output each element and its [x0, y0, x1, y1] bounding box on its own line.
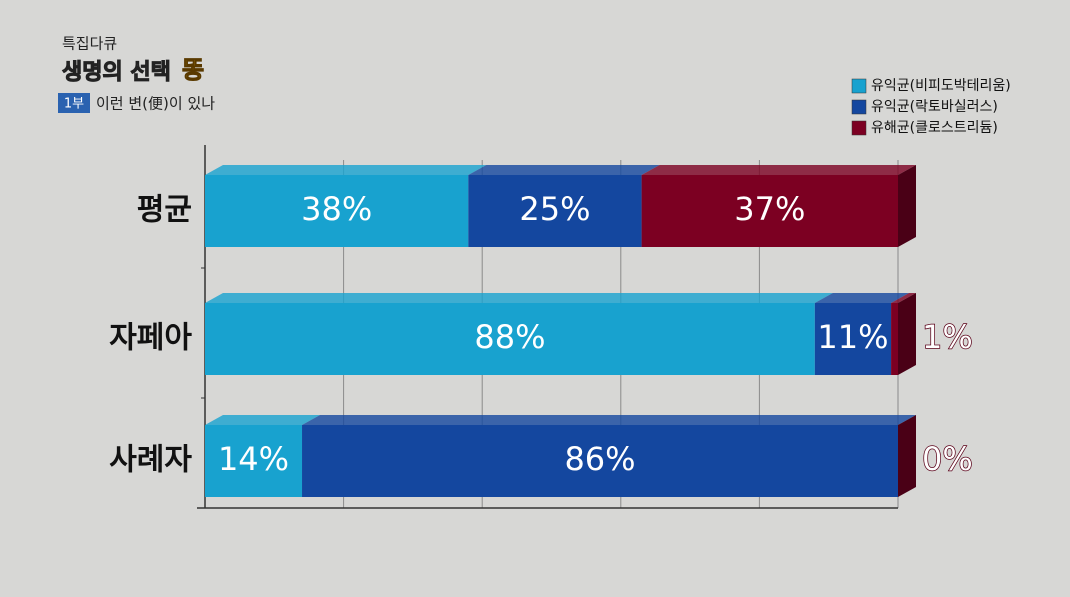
bar-top-face	[814, 293, 910, 303]
value-label: 11%	[817, 318, 888, 356]
legend-swatch	[851, 78, 867, 94]
episode-title: 이런 변(便)이 있나	[96, 95, 215, 113]
bar-segment	[641, 175, 898, 247]
bar-segment	[814, 303, 892, 375]
bar-top-face	[468, 165, 660, 175]
bar-segment	[468, 175, 642, 247]
category-label: 자페아	[109, 321, 192, 356]
bar-side-face	[898, 293, 916, 375]
bar-side-face	[898, 165, 916, 247]
bar-top-face	[205, 165, 487, 175]
bar-top-face	[302, 415, 916, 425]
value-label: 38%	[301, 190, 372, 228]
value-label: 0%	[922, 440, 973, 478]
bar-segment	[302, 425, 898, 497]
bar-top-face	[205, 293, 833, 303]
bar-segment	[205, 425, 303, 497]
bar-top-face	[205, 415, 321, 425]
legend-swatch	[851, 99, 867, 115]
bar-segment	[891, 303, 898, 375]
legend-swatch	[851, 120, 867, 136]
episode-badge	[58, 93, 90, 113]
bar-top-face	[641, 165, 916, 175]
value-label: 25%	[519, 190, 590, 228]
legend-label: 유해균(클로스트리듐)	[871, 120, 998, 136]
episode-number: 1부	[64, 97, 84, 112]
bar-segment	[205, 303, 815, 375]
program-title: 생명의 선택	[62, 60, 171, 85]
program-label: 특집다큐	[62, 35, 117, 53]
legend-label: 유익균(락토바실러스)	[871, 99, 998, 115]
category-label: 평균	[137, 193, 192, 228]
value-label: 1%	[922, 318, 973, 356]
legend-label: 유익균(비피도박테리움)	[871, 78, 1011, 94]
value-label: 88%	[474, 318, 545, 356]
program-title-accent: 똥	[182, 56, 204, 84]
bar-side-face	[898, 415, 916, 497]
value-label: 14%	[218, 440, 289, 478]
value-label: 86%	[564, 440, 635, 478]
value-label: 37%	[734, 190, 805, 228]
bar-top-face	[891, 293, 916, 303]
category-label: 사례자	[109, 443, 192, 478]
bar-segment	[205, 175, 469, 247]
